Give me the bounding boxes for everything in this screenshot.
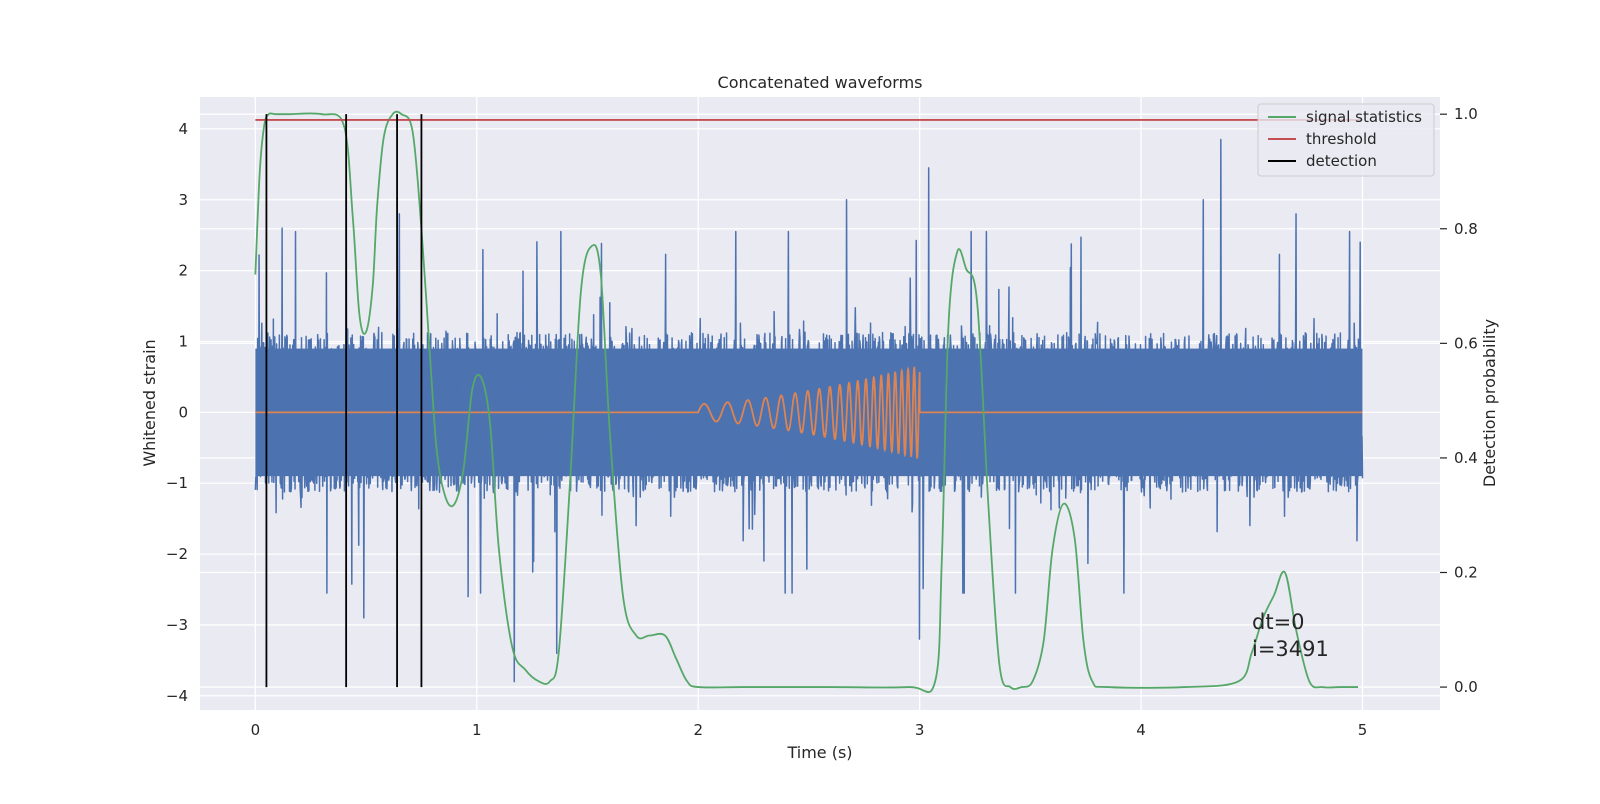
chart-title: Concatenated waveforms [718, 73, 923, 92]
x-tick-label: 4 [1136, 721, 1146, 739]
y-tick-label: −3 [166, 616, 188, 634]
y-tick-label: 3 [178, 191, 188, 209]
y-tick-label: −1 [166, 474, 188, 492]
legend-label: threshold [1306, 130, 1377, 148]
x-tick-label: 3 [915, 721, 925, 739]
y-axis-label: Whitened strain [140, 339, 159, 466]
y-tick-label: 0 [178, 403, 188, 421]
x-axis-label: Time (s) [786, 743, 852, 762]
x-tick-label: 0 [251, 721, 261, 739]
right-tick-label: 1.0 [1454, 105, 1478, 123]
legend-label: signal statistics [1306, 108, 1422, 126]
right-tick-label: 0.6 [1454, 334, 1478, 352]
x-axis-ticks: 0 1 2 3 4 5 [251, 721, 1368, 739]
annotation-index: i=3491 [1252, 637, 1329, 661]
template-series [255, 365, 1363, 460]
strain-line [254, 138, 1364, 683]
y-tick-label: 1 [178, 332, 188, 350]
right-tick-label: 0.8 [1454, 220, 1478, 238]
right-axis-ticks: 0.0 0.2 0.4 0.6 0.8 1.0 [1440, 105, 1478, 696]
detection-series [265, 114, 423, 688]
right-tick-label: 0.0 [1454, 678, 1478, 696]
annotation-dt: dt=0 [1252, 610, 1305, 634]
legend-box [1257, 103, 1435, 177]
x-tick-label: 2 [693, 721, 703, 739]
y-tick-label: 4 [178, 120, 188, 138]
y-tick-label: 2 [178, 262, 188, 280]
right-tick-label: 0.2 [1454, 564, 1478, 582]
template-line [255, 365, 1363, 460]
legend: signal statistics threshold detection [1257, 103, 1435, 177]
annotation: dt=0 i=3491 [1252, 610, 1329, 661]
y-axis-ticks: −4 −3 −2 −1 0 1 2 3 4 [166, 120, 188, 705]
right-tick-label: 0.4 [1454, 449, 1478, 467]
signal-statistics-series [254, 110, 1359, 694]
signal-statistics-line [254, 110, 1359, 694]
x-tick-label: 5 [1358, 721, 1368, 739]
legend-label: detection [1306, 152, 1377, 170]
y-tick-label: −4 [166, 687, 188, 705]
y-tick-label: −2 [166, 545, 188, 563]
right-axis-label: Detection probability [1480, 319, 1499, 487]
x-tick-label: 1 [472, 721, 482, 739]
